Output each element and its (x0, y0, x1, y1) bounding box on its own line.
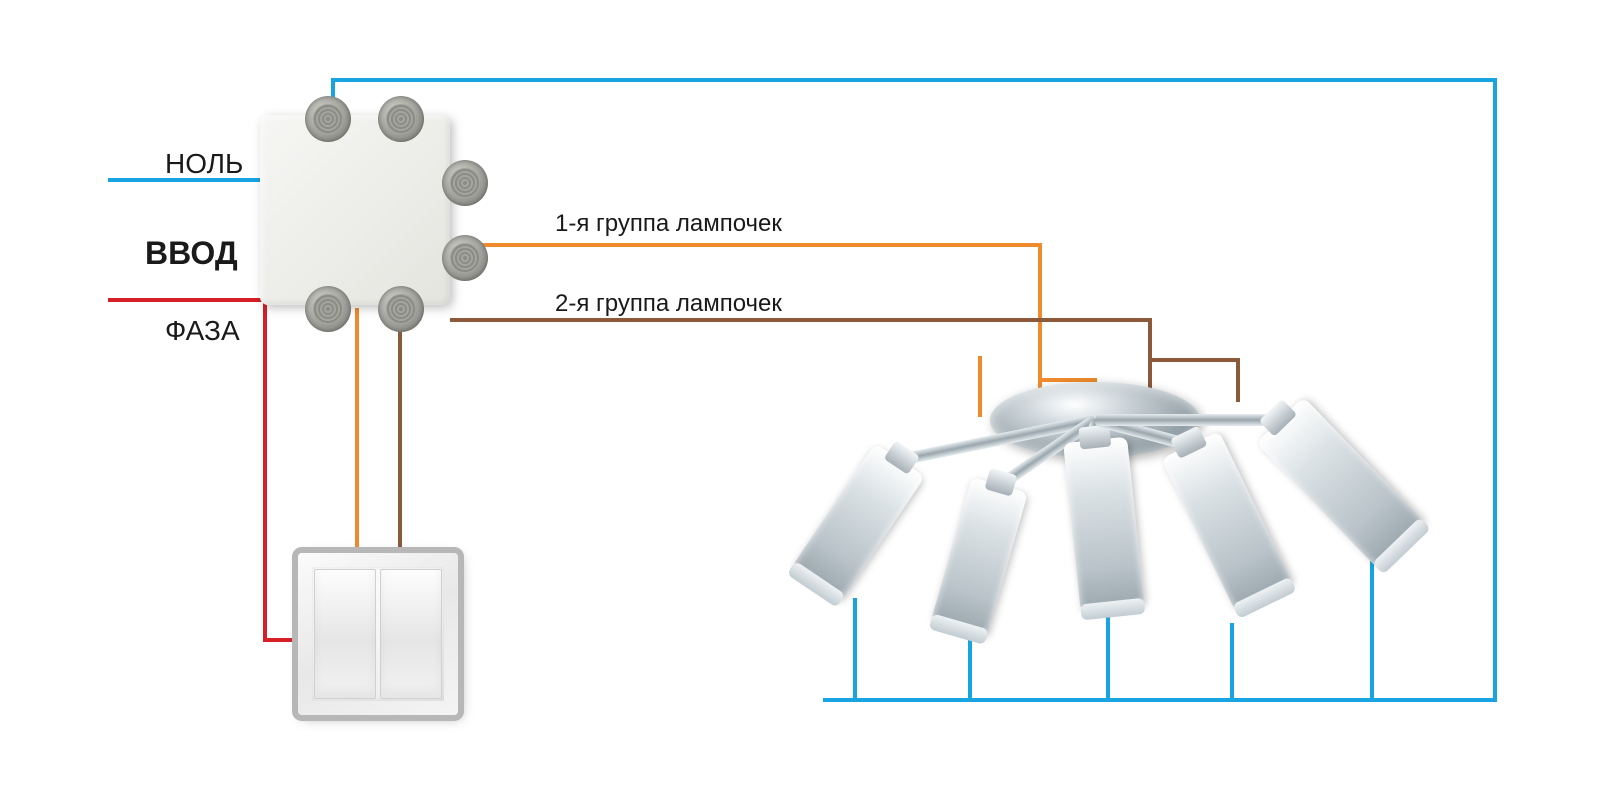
junction-box (260, 115, 450, 305)
chandelier-arm (1095, 414, 1280, 426)
wire (265, 305, 298, 640)
junction-knockout (305, 96, 351, 142)
wiring-layer (0, 0, 1600, 800)
junction-knockout (378, 286, 424, 332)
wire (333, 80, 1495, 700)
junction-knockout (442, 235, 488, 281)
label-phase: ФАЗА (165, 315, 240, 347)
wall-switch[interactable] (298, 553, 458, 715)
switch-rocker[interactable] (314, 569, 376, 699)
label-group2: 2-я группа лампочек (555, 290, 782, 318)
junction-knockout (305, 286, 351, 332)
label-group1: 1-я группа лампочек (555, 210, 782, 238)
label-input: ВВОД (145, 235, 238, 272)
junction-knockout (442, 160, 488, 206)
junction-knockout (378, 96, 424, 142)
switch-rocker[interactable] (380, 569, 442, 699)
label-null: НОЛЬ (165, 148, 243, 180)
